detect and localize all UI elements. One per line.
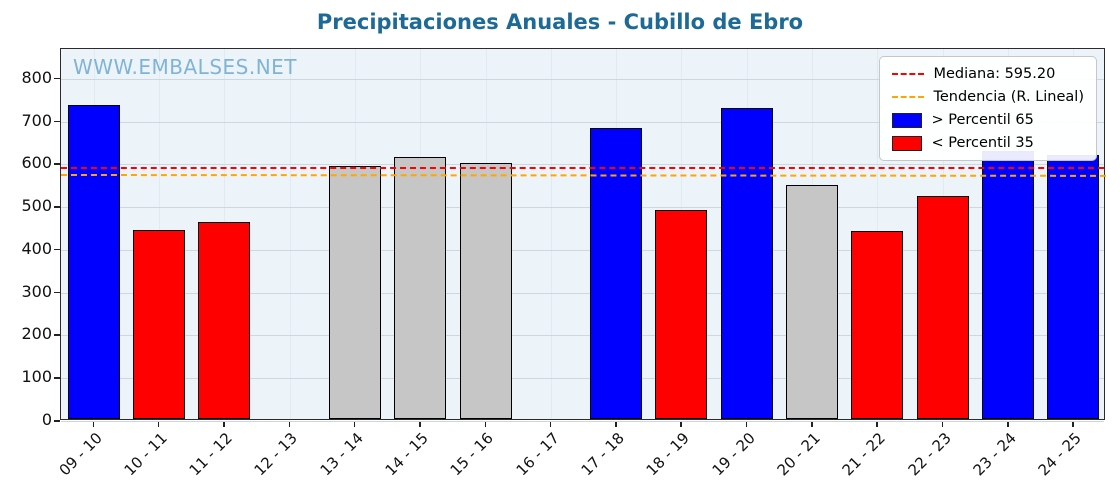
bar-17-18 <box>590 128 643 419</box>
y-tick-mark <box>54 291 60 294</box>
gridline <box>61 421 1104 422</box>
x-tick-label: 11 - 12 <box>185 429 237 480</box>
gridline <box>61 164 1104 166</box>
bar-21-22 <box>851 230 904 419</box>
y-tick-label: 300 <box>21 281 52 301</box>
x-tick-label: 15 - 16 <box>446 429 498 480</box>
y-tick-label: 800 <box>21 67 52 87</box>
x-tick-label: 21 - 22 <box>838 429 890 480</box>
median-line <box>61 166 1104 169</box>
y-tick-label: 400 <box>21 238 52 258</box>
x-tick-label: 09 - 10 <box>55 429 106 480</box>
plot-area: WWW.EMBALSES.NET Mediana: 595.20 Tendenci… <box>60 48 1106 422</box>
legend-patch-swatch <box>892 135 923 151</box>
x-tick-mark <box>92 421 95 427</box>
legend-item: Mediana: 595.20 <box>892 66 1084 82</box>
bar-09-10 <box>67 104 120 419</box>
x-tick-label: 22 - 23 <box>904 429 955 480</box>
legend-label: Mediana: 595.20 <box>933 66 1056 82</box>
legend: Mediana: 595.20 Tendencia (R. Lineal) > Pe… <box>879 56 1097 161</box>
y-tick-mark <box>54 377 60 379</box>
y-tick-label: 100 <box>21 367 52 387</box>
gridline <box>61 207 1104 209</box>
x-tick-mark <box>615 421 617 427</box>
x-tick-mark <box>1072 421 1074 427</box>
x-tick-label: 16 - 17 <box>512 429 563 480</box>
chart-title: Precipitaciones Anuales - Cubillo de Ebr… <box>316 10 804 34</box>
bar-10-11 <box>132 229 185 419</box>
legend-item: Tendencia (R. Lineal) <box>892 89 1084 105</box>
bars-layer <box>61 49 1104 419</box>
x-tick-mark <box>876 421 878 427</box>
legend-item: > Percentil 65 <box>892 112 1084 128</box>
x-tick-label: 12 - 13 <box>251 429 302 480</box>
x-tick-mark <box>1007 421 1009 427</box>
gridline <box>61 335 1104 337</box>
bar-13-14 <box>328 165 381 419</box>
x-tick-label: 20 - 21 <box>773 429 824 480</box>
legend-item: < Percentil 35 <box>892 135 1084 151</box>
gridline <box>61 121 1104 123</box>
x-tick-mark <box>419 421 421 427</box>
y-tick-mark <box>54 420 60 422</box>
y-tick-label: 200 <box>21 324 52 344</box>
bar-15-16 <box>459 163 512 419</box>
x-tick-mark <box>353 421 356 427</box>
bar-24-25 <box>1047 155 1100 419</box>
x-tick-label: 10 - 11 <box>120 429 171 480</box>
x-tick-label: 19 - 20 <box>708 429 759 480</box>
x-tick-label: 24 - 25 <box>1034 429 1086 480</box>
gridline <box>61 378 1104 380</box>
gridline <box>61 292 1104 294</box>
legend-dashed-line-swatch <box>892 96 925 98</box>
y-tick-label: 500 <box>21 196 52 216</box>
gridline <box>289 49 291 419</box>
y-tick-mark <box>54 120 60 123</box>
y-tick-label: 700 <box>21 110 52 130</box>
gridline <box>61 78 1104 80</box>
x-tick-mark <box>680 421 682 427</box>
x-tick-mark <box>223 421 225 427</box>
watermark: WWW.EMBALSES.NET <box>73 55 298 79</box>
x-tick-mark <box>745 421 748 427</box>
x-tick-mark <box>484 421 487 427</box>
y-tick-mark <box>54 77 60 80</box>
y-tick-label: 0 <box>41 410 52 429</box>
y-tick-mark <box>54 163 60 165</box>
x-tick-mark <box>941 421 944 427</box>
bar-14-15 <box>394 157 447 419</box>
x-tick-label: 14 - 15 <box>381 429 432 480</box>
y-tick-mark <box>54 206 60 208</box>
y-tick-mark <box>54 248 60 251</box>
legend-label: > Percentil 65 <box>931 112 1034 128</box>
x-tick-label: 13 - 14 <box>316 429 367 480</box>
bar-23-24 <box>982 150 1035 419</box>
bar-19-20 <box>720 108 773 419</box>
bar-22-23 <box>916 195 969 419</box>
x-tick-label: 17 - 18 <box>577 429 628 480</box>
x-tick-mark <box>288 421 291 427</box>
x-tick-mark <box>157 421 160 427</box>
legend-label: Tendencia (R. Lineal) <box>933 89 1084 105</box>
legend-dashed-line-swatch <box>892 73 925 75</box>
bar-11-12 <box>198 222 251 419</box>
x-tick-label: 18 - 19 <box>642 429 694 480</box>
x-tick-mark <box>549 421 552 427</box>
x-tick-mark <box>811 421 813 427</box>
gridline <box>550 49 552 419</box>
legend-label: < Percentil 35 <box>931 135 1034 151</box>
horizontal-gridlines <box>61 49 1104 422</box>
y-tick-label: 600 <box>21 153 52 173</box>
y-tick-mark <box>54 334 60 336</box>
bar-18-19 <box>655 210 708 419</box>
bar-20-21 <box>786 184 839 419</box>
gridline <box>61 249 1104 251</box>
legend-patch-swatch <box>892 112 923 128</box>
x-tick-label: 23 - 24 <box>969 429 1020 480</box>
